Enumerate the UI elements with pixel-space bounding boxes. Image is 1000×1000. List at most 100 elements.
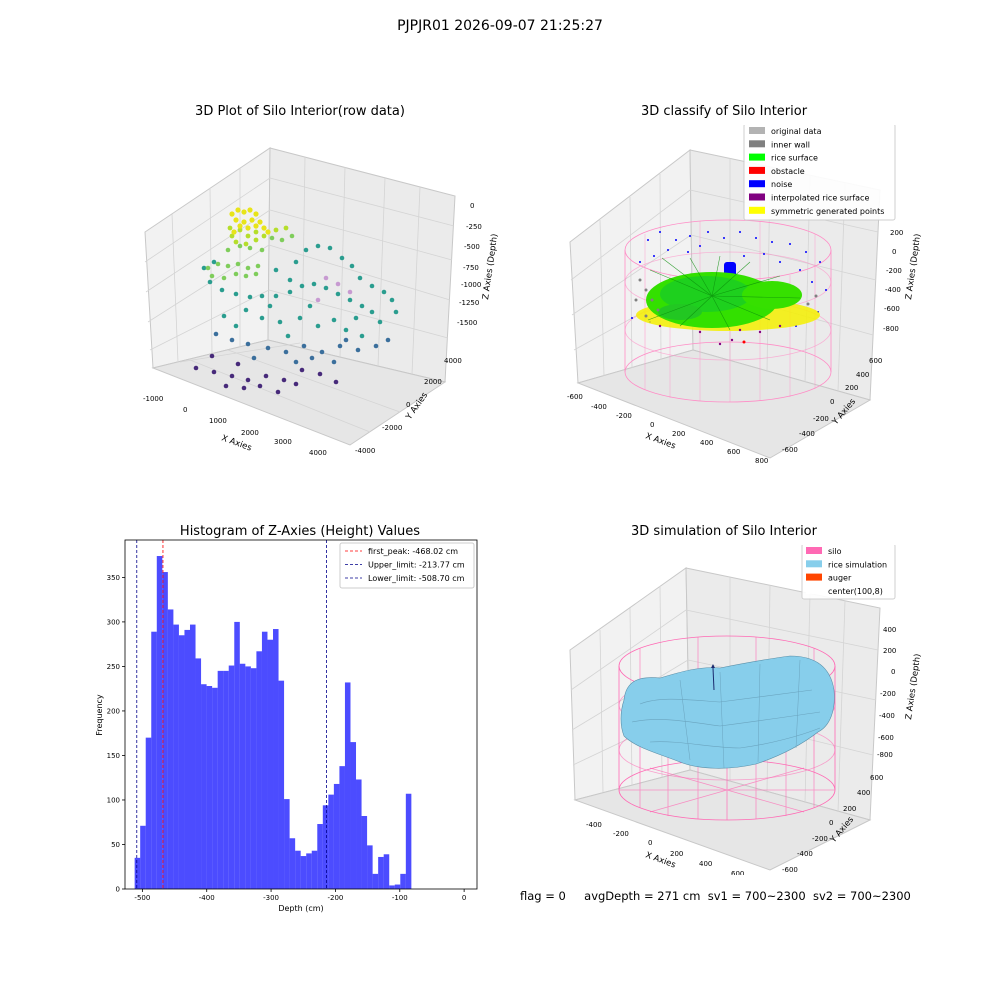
histogram-x-tick-label: -300 xyxy=(263,894,279,902)
histogram-bar xyxy=(140,825,146,889)
raw-x-tick: 1000 xyxy=(209,417,227,425)
raw-z-tick: -500 xyxy=(464,243,480,251)
raw-plot-title: 3D Plot of Silo Interior(row data) xyxy=(195,104,405,119)
raw-z-tick: -1250 xyxy=(459,299,479,307)
simulation-plot-title: 3D simulation of Silo Interior xyxy=(631,524,817,539)
histogram-bar xyxy=(189,624,196,889)
histogram-y-tick-label: 150 xyxy=(107,752,120,760)
classify-z-axis-label: Z Axies (Depth) xyxy=(904,233,923,300)
classify-x-tick: 600 xyxy=(727,448,740,456)
histogram-y-tick-label: 350 xyxy=(107,574,120,582)
simulation-y-tick: 600 xyxy=(870,774,883,782)
histogram-bar xyxy=(167,609,174,889)
raw-floor-pane xyxy=(151,339,447,446)
histogram-bar xyxy=(284,799,290,889)
simulation-legend: silo rice simulation auger center(100,8) xyxy=(801,545,896,600)
histogram-bar xyxy=(356,779,362,889)
legend-swatch xyxy=(749,127,765,134)
simulation-x-tick: 0 xyxy=(648,839,652,847)
histogram-bar xyxy=(289,838,296,889)
histogram-bar xyxy=(278,680,285,889)
simulation-y-tick: 200 xyxy=(843,805,856,813)
histogram-bar xyxy=(350,742,357,889)
histogram-bar xyxy=(195,658,202,889)
histogram-bar xyxy=(217,670,224,889)
histogram-bar xyxy=(333,783,340,889)
histogram-bar xyxy=(223,670,229,889)
simulation-z-tick: -400 xyxy=(879,712,895,720)
histogram-y-tick-label: 300 xyxy=(107,618,120,626)
classify-y-tick: -600 xyxy=(782,446,798,454)
simulation-z-tick: 400 xyxy=(883,626,896,634)
histogram-bar xyxy=(328,794,334,889)
histogram-bar xyxy=(239,663,246,889)
histogram-bar xyxy=(261,631,268,889)
classify-z-tick: -800 xyxy=(883,325,899,333)
histogram-bar xyxy=(400,873,406,889)
histogram-bar xyxy=(212,687,218,889)
raw-z-tick: -1500 xyxy=(457,319,477,327)
raw-y-tick: 2000 xyxy=(424,378,442,386)
legend-label: noise xyxy=(771,180,792,189)
histogram-x-tick-label: -200 xyxy=(327,894,343,902)
status-flag: flag = 0 xyxy=(520,889,566,903)
legend-swatch xyxy=(749,193,765,201)
histogram-bar xyxy=(273,629,279,889)
legend-swatch xyxy=(749,140,765,148)
histogram-legend-label: Lower_limit: -508.70 cm xyxy=(368,574,465,583)
histogram-bar xyxy=(156,556,163,889)
classify-y-tick: -400 xyxy=(799,430,815,438)
classify-y-tick: -200 xyxy=(813,415,829,423)
raw-z-tick: -750 xyxy=(463,264,479,272)
simulation-z-tick: -200 xyxy=(880,690,896,698)
raw-x-tick: -1000 xyxy=(143,395,163,403)
simulation-x-tick: 400 xyxy=(699,860,712,868)
classify-x-tick: -200 xyxy=(616,412,632,420)
classify-rice-surface-rays xyxy=(647,255,801,331)
simulation-z-tick: -800 xyxy=(877,751,893,759)
simulation-auger xyxy=(711,664,715,691)
classify-y-tick: 0 xyxy=(830,398,834,406)
histogram-bar xyxy=(295,850,301,889)
histogram-bar xyxy=(372,873,379,889)
histogram-y-tick-label: 200 xyxy=(107,707,120,715)
classify-z-tick: -600 xyxy=(884,305,900,313)
histogram-bar xyxy=(245,666,251,889)
classify-x-tick: -400 xyxy=(591,403,607,411)
histogram-bar xyxy=(405,793,412,889)
histogram-chart: -500 -400 -300 -200 -100 0 0 50 100 150 200 250 300… xyxy=(95,539,478,913)
classify-y-tick: 400 xyxy=(856,371,869,379)
histogram-bar xyxy=(300,856,307,889)
legend-label: symmetric generated points xyxy=(771,207,884,216)
classify-x-tick: -600 xyxy=(567,393,583,401)
histogram-bar xyxy=(317,824,323,889)
simulation-y-tick: -200 xyxy=(812,835,828,843)
legend-label: inner wall xyxy=(771,140,810,149)
histogram-bar xyxy=(378,856,384,889)
raw-z-tick: -250 xyxy=(466,223,482,231)
histogram-bar xyxy=(184,629,190,889)
classify-3d-plot: -600 -400 -200 0 200 400 600 800 -600 -4… xyxy=(567,125,923,465)
histogram-x-tick-label: -100 xyxy=(392,894,408,902)
raw-y-tick: -4000 xyxy=(355,447,375,455)
histogram-bar xyxy=(267,639,274,889)
simulation-x-tick: -400 xyxy=(586,821,602,829)
raw-y-tick: 4000 xyxy=(444,357,462,365)
histogram-bar xyxy=(344,682,351,889)
classify-x-tick: 200 xyxy=(672,430,685,438)
legend-swatch xyxy=(749,180,765,188)
histogram-x-tick-label: -500 xyxy=(134,894,150,902)
histogram-y-tick-label: 50 xyxy=(111,841,120,849)
simulation-y-tick: -400 xyxy=(797,850,813,858)
simulation-y-tick: -600 xyxy=(782,866,798,874)
histogram-bar xyxy=(322,805,329,889)
simulation-z-axis-label: Z Axies (Depth) xyxy=(904,653,923,720)
histogram-bar xyxy=(306,853,312,889)
classify-z-tick: 200 xyxy=(890,229,903,237)
histogram-bar xyxy=(311,850,318,889)
raw-x-tick: 2000 xyxy=(241,429,259,437)
histogram-bar xyxy=(234,621,240,889)
histogram-bar xyxy=(145,737,152,889)
histogram-bar xyxy=(162,572,168,889)
legend-label: obstacle xyxy=(771,167,805,176)
